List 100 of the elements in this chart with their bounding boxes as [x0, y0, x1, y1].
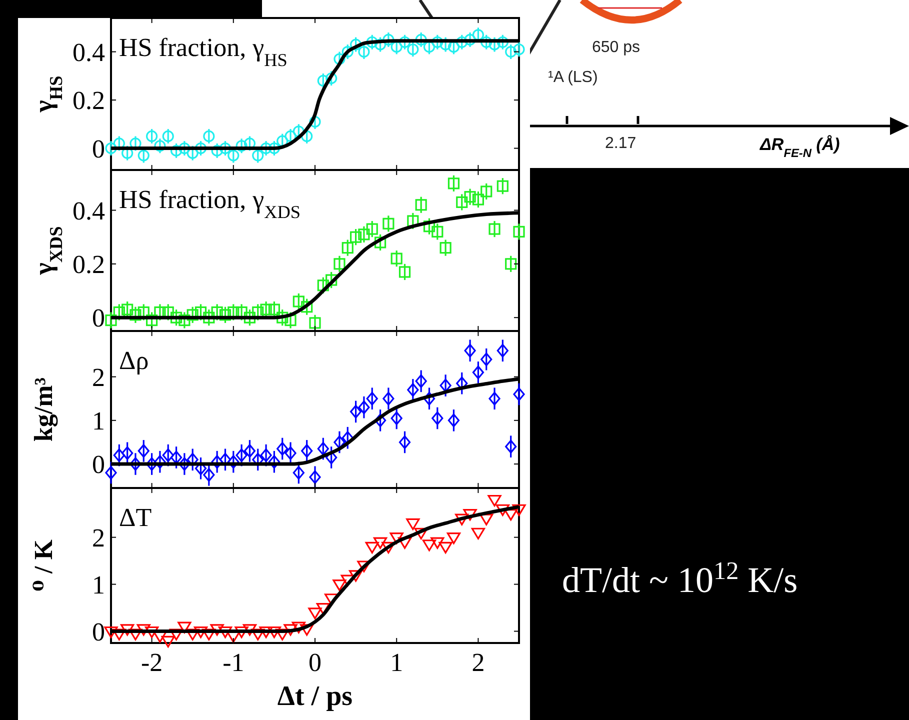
- point: [382, 34, 394, 46]
- x-tick-label: -1: [222, 648, 244, 677]
- point: [284, 624, 298, 636]
- point: [358, 400, 370, 414]
- point: [488, 494, 502, 507]
- point: [357, 560, 371, 572]
- point: [316, 602, 330, 615]
- point: [317, 280, 329, 292]
- text: dT/dt ~ 10$^{12}$ K/s: [562, 558, 798, 600]
- point: [374, 414, 386, 428]
- point: [104, 626, 118, 638]
- text: ΔR$_{FE-N}$ (Å): [759, 135, 840, 160]
- point: [480, 514, 494, 526]
- point: [332, 579, 346, 592]
- y-tick-label: 0.2: [72, 86, 105, 116]
- x-tick-label: 2: [472, 648, 485, 677]
- point: [496, 344, 508, 358]
- point: [260, 448, 272, 462]
- point: [120, 624, 134, 636]
- point: [390, 411, 402, 426]
- point: [374, 236, 386, 248]
- point: [366, 392, 378, 406]
- point: [505, 46, 517, 58]
- point: [350, 231, 362, 243]
- point: [211, 455, 223, 469]
- text: 650 ps: [592, 39, 640, 56]
- y-tick-label: 2: [92, 523, 105, 552]
- point: [236, 448, 248, 462]
- point: [513, 226, 525, 238]
- point: [382, 542, 396, 554]
- text: HS fraction, γ$_{HS}$: [119, 33, 288, 70]
- point: [448, 178, 460, 190]
- point: [170, 312, 182, 324]
- point: [472, 29, 484, 41]
- point: [349, 570, 363, 582]
- point: [456, 376, 468, 390]
- x-tick-label: -2: [140, 648, 163, 677]
- point: [440, 242, 452, 254]
- point: [390, 252, 402, 264]
- point: [513, 387, 525, 402]
- point: [292, 622, 306, 634]
- point: [260, 142, 272, 154]
- point: [398, 266, 411, 278]
- point: [472, 194, 484, 206]
- point: [480, 352, 492, 366]
- point: [472, 366, 484, 380]
- point: [480, 36, 492, 48]
- x-tick-label: 1: [390, 648, 404, 677]
- point: [169, 628, 184, 640]
- point: [105, 314, 117, 326]
- point: [186, 452, 198, 466]
- point: [122, 304, 134, 316]
- point: [414, 528, 428, 540]
- point: [407, 44, 419, 56]
- point: [268, 142, 280, 154]
- point: [382, 218, 394, 230]
- y-tick-label: 0: [92, 134, 105, 164]
- point: [122, 446, 134, 460]
- point: [373, 537, 388, 549]
- point: [251, 628, 265, 640]
- point: [505, 258, 517, 270]
- point: [415, 374, 427, 388]
- point: [276, 442, 288, 456]
- point: [309, 470, 321, 484]
- point: [326, 72, 338, 84]
- point: [178, 457, 190, 471]
- point: [161, 636, 175, 648]
- point: [398, 435, 411, 450]
- point: [194, 626, 208, 638]
- point: [432, 36, 444, 48]
- point: [186, 309, 198, 321]
- y-tick-label: 2: [92, 362, 105, 392]
- point: [342, 46, 354, 58]
- point: [423, 392, 436, 406]
- text: ΔT: [119, 503, 152, 532]
- point: [422, 540, 436, 552]
- x-tick-label: 0: [308, 648, 322, 677]
- point: [406, 518, 420, 530]
- point: [244, 444, 256, 458]
- point: [334, 435, 346, 450]
- point: [326, 274, 338, 286]
- point: [211, 144, 223, 156]
- y-tick-label: 0: [92, 617, 105, 646]
- y-axis-title: kg/m³: [29, 377, 58, 442]
- point: [415, 34, 427, 46]
- point: [342, 242, 354, 254]
- point: [390, 41, 402, 53]
- point: [268, 455, 280, 469]
- point: [203, 130, 215, 142]
- y-tick-label: 1: [92, 406, 105, 436]
- point: [219, 142, 232, 154]
- point: [471, 528, 485, 540]
- point: [334, 258, 346, 270]
- point: [512, 504, 526, 516]
- point: [398, 537, 412, 549]
- point: [301, 301, 313, 313]
- point: [432, 411, 444, 426]
- point: [350, 404, 362, 418]
- point: [260, 304, 272, 316]
- point: [146, 130, 158, 142]
